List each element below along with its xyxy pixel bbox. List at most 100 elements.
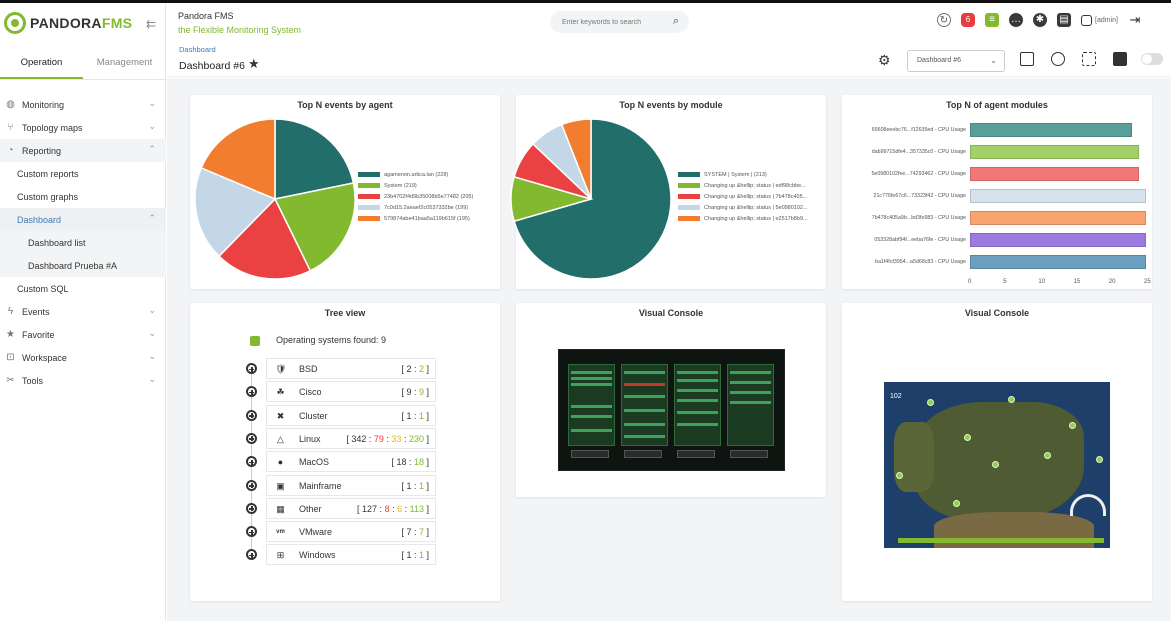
- add-widget-icon[interactable]: [1020, 52, 1034, 66]
- rack-button-1[interactable]: [571, 450, 609, 458]
- tree-row[interactable]: ✖ Cluster [ 1 : 1 ]: [246, 404, 436, 427]
- bar[interactable]: [970, 255, 1146, 269]
- collapse-menu-icon[interactable]: ⇇: [146, 17, 157, 31]
- sidebar-item-workspace[interactable]: ⊡ Workspace ⌄: [0, 346, 166, 369]
- legend-item[interactable]: SYSTEM | System | (213): [678, 169, 808, 180]
- expand-node-icon[interactable]: [246, 363, 257, 374]
- bar[interactable]: [970, 211, 1146, 225]
- autorefresh-icon[interactable]: ↻: [937, 13, 951, 27]
- chat-icon[interactable]: …: [1009, 13, 1023, 27]
- visual-console-datacenter[interactable]: [558, 349, 785, 471]
- legend-item[interactable]: 23b4702f4d9b35008b5e77482 (205): [358, 191, 473, 202]
- tree-row-box[interactable]: ⊞ Windows [ 1 : 1 ]: [266, 544, 436, 566]
- rack-4[interactable]: [727, 364, 774, 446]
- refresh-tree-icon[interactable]: [250, 336, 260, 346]
- tree-row-box[interactable]: ● MacOS [ 18 : 18 ]: [266, 451, 436, 473]
- fullscreen-icon[interactable]: [1082, 52, 1096, 66]
- bar[interactable]: [970, 233, 1146, 247]
- search-input[interactable]: [562, 18, 667, 26]
- pie-slice[interactable]: [273, 182, 356, 272]
- slides-icon[interactable]: [1051, 52, 1065, 66]
- tree-row[interactable]: ☘ Cisco [ 9 : 9 ]: [246, 381, 436, 403]
- tree-row[interactable]: ● MacOS [ 18 : 18 ]: [246, 451, 436, 473]
- sidebar-item-events[interactable]: ϟ Events ⌄: [0, 300, 166, 323]
- sidebar-item-reporting[interactable]: ◔ Reporting ⌃: [0, 139, 166, 162]
- legend-item[interactable]: Changing up &hellip; status | 7b478c405.…: [678, 191, 808, 202]
- sidebar-item-dashboard[interactable]: Dashboard ⌃: [0, 208, 166, 231]
- logout-icon[interactable]: ⇥: [1129, 12, 1141, 27]
- map-marker[interactable]: [1008, 396, 1015, 403]
- sidebar-item-tools[interactable]: ✂ Tools ⌄: [0, 369, 166, 392]
- bar[interactable]: [970, 167, 1139, 181]
- tree-row-box[interactable]: 🛡 BSD [ 2 : 2 ]: [266, 358, 436, 379]
- map-marker[interactable]: [896, 472, 903, 479]
- tree-row[interactable]: ▣ Mainframe [ 1 : 1 ]: [246, 474, 436, 497]
- favorite-star-icon[interactable]: ★: [248, 56, 260, 71]
- expand-node-icon[interactable]: [246, 456, 257, 468]
- search-icon[interactable]: ⌕: [672, 15, 679, 27]
- tree-row-box[interactable]: vm VMware [ 7 : 7 ]: [266, 521, 436, 543]
- map-marker[interactable]: [927, 399, 934, 406]
- legend-item[interactable]: 7c0d15.2aeaef2c0537332be (199): [358, 202, 473, 213]
- sidebar-item-custom-sql[interactable]: Custom SQL: [0, 277, 166, 300]
- expand-node-icon[interactable]: [246, 502, 257, 514]
- tree-row[interactable]: vm VMware [ 7 : 7 ]: [246, 521, 436, 543]
- breadcrumb[interactable]: Dashboard: [179, 45, 216, 54]
- sidebar-item-dashboard-list[interactable]: Dashboard list: [0, 231, 166, 254]
- dashboard-select[interactable]: Dashboard #6 ⌄: [907, 50, 1005, 72]
- legend-item[interactable]: Changing up &hellip; status | 5e0980102.…: [678, 202, 808, 213]
- map-marker[interactable]: [1096, 456, 1103, 463]
- map-marker[interactable]: [1069, 422, 1076, 429]
- notifications-badge[interactable]: 6: [961, 13, 975, 27]
- edit-mode-toggle[interactable]: [1141, 53, 1163, 65]
- map-marker[interactable]: [964, 434, 971, 441]
- tree-row-box[interactable]: ☘ Cisco [ 9 : 9 ]: [266, 381, 436, 403]
- legend-item[interactable]: System (219): [358, 180, 473, 191]
- rack-button-3[interactable]: [677, 450, 715, 458]
- expand-node-icon[interactable]: [246, 479, 257, 491]
- bar[interactable]: [970, 189, 1146, 203]
- logo[interactable]: PANDORAFMS: [4, 12, 132, 34]
- pie-slice[interactable]: [194, 166, 277, 258]
- tree-row[interactable]: ⊞ Windows [ 1 : 1 ]: [246, 544, 436, 566]
- server-status-icon[interactable]: ≡: [985, 13, 999, 27]
- tree-row-box[interactable]: ▣ Mainframe [ 1 : 1 ]: [266, 474, 436, 496]
- save-icon[interactable]: [1113, 52, 1127, 66]
- rack-1[interactable]: [568, 364, 615, 446]
- expand-node-icon[interactable]: [246, 386, 257, 398]
- bar[interactable]: [970, 145, 1139, 159]
- legend-item[interactable]: Changing up &hellip; status | edf98cbbe.…: [678, 180, 808, 191]
- map-marker[interactable]: [992, 461, 999, 468]
- tree-row[interactable]: △ Linux [ 342 : 79 : 33 : 230 ]: [246, 427, 436, 450]
- tab-management[interactable]: Management: [96, 57, 153, 68]
- sidebar-item-monitoring[interactable]: ◍ Monitoring ⌄: [0, 93, 166, 116]
- bar[interactable]: [970, 123, 1132, 137]
- pie-slice[interactable]: [274, 118, 355, 200]
- legend-item[interactable]: 579874abe41baa5a119b615f (195): [358, 213, 473, 224]
- pie-slice[interactable]: [560, 118, 592, 200]
- rack-button-2[interactable]: [624, 450, 662, 458]
- tree-row-box[interactable]: ▦ Other [ 127 : 8 : 6 : 113 ]: [266, 497, 436, 519]
- tree-row[interactable]: 🛡 BSD [ 2 : 2 ]: [246, 358, 436, 380]
- rack-button-4[interactable]: [730, 450, 768, 458]
- dashboard-settings-icon[interactable]: ⚙: [878, 52, 891, 68]
- pie-slice[interactable]: [217, 197, 312, 280]
- tree-row-box[interactable]: ✖ Cluster [ 1 : 1 ]: [266, 404, 436, 426]
- map-marker[interactable]: [1044, 452, 1051, 459]
- user-menu[interactable]: [admin]: [1081, 14, 1118, 26]
- visual-console-map[interactable]: 102: [884, 382, 1110, 548]
- settings-icon[interactable]: ✱: [1033, 13, 1047, 27]
- expand-node-icon[interactable]: [246, 526, 257, 538]
- legend-item[interactable]: Changing up &hellip; status | e2517b8b9.…: [678, 213, 808, 224]
- sidebar-item-custom-graphs[interactable]: Custom graphs: [0, 185, 166, 208]
- sidebar-item-dashboard-prueba[interactable]: Dashboard Prueba #A: [0, 254, 166, 277]
- expand-node-icon[interactable]: [246, 409, 257, 421]
- map-marker[interactable]: [953, 500, 960, 507]
- sidebar-item-favorite[interactable]: ★ Favorite ⌄: [0, 323, 166, 346]
- tree-row-box[interactable]: △ Linux [ 342 : 79 : 33 : 230 ]: [266, 427, 436, 449]
- sidebar-item-topology[interactable]: ⑂ Topology maps ⌄: [0, 116, 166, 139]
- expand-node-icon[interactable]: [246, 549, 257, 561]
- search-box[interactable]: ⌕: [550, 11, 689, 33]
- tree-row[interactable]: ▦ Other [ 127 : 8 : 6 : 113 ]: [246, 497, 436, 520]
- rack-2[interactable]: [621, 364, 668, 446]
